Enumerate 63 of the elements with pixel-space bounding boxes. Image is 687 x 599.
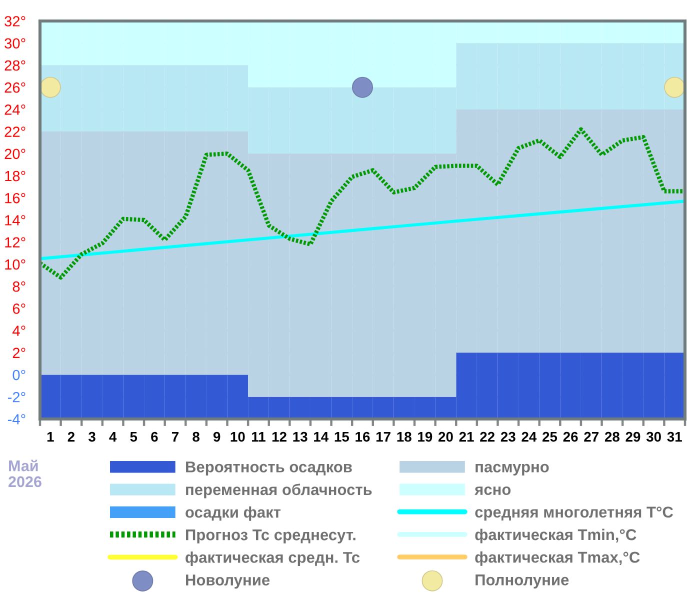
x-tick-label: 5	[130, 432, 138, 442]
x-tick-label: 12	[272, 432, 286, 442]
legend-label: фактическая средн. Тс	[186, 551, 360, 566]
x-tick-label: 19	[418, 432, 432, 442]
x-tick-label: 31	[667, 432, 682, 442]
x-tick-label: 22	[480, 432, 495, 442]
y-tick-label: 28°	[4, 60, 26, 71]
y-tick-label: -4°	[8, 414, 26, 424]
text: Май 2026	[8, 460, 42, 488]
x-tick-label: 11	[252, 432, 266, 442]
x-tick-label: 23	[500, 432, 516, 442]
legend-label: фактическая Tmax,°C	[475, 551, 640, 566]
x-tick-label: 3	[88, 432, 96, 442]
legend-label: Прогноз Тс среднесут.	[186, 529, 356, 544]
x-tick-label: 17	[376, 432, 390, 442]
y-tick-label: 26°	[4, 82, 26, 93]
y-tick-label: 16°	[5, 192, 26, 204]
x-tick-label: 16	[356, 432, 370, 442]
legend-label: средняя многолетняя T°C	[475, 506, 674, 521]
x-tick-label: 18	[397, 432, 412, 442]
y-tick-label: 2°	[12, 348, 26, 358]
legend-label: Новолуние	[186, 574, 270, 589]
x-tick-label: 10	[230, 432, 245, 442]
x-tick-label: 20	[438, 432, 453, 442]
legend-label: осадки факт	[186, 506, 281, 521]
y-tick-label: 8°	[12, 281, 26, 292]
legend-label: ясно	[474, 486, 511, 496]
legend-label: Вероятность осадков	[186, 462, 352, 476]
legend-label: переменная облачность	[186, 484, 372, 498]
y-tick-label: 14°	[5, 215, 26, 226]
x-tick-label: 27	[584, 432, 598, 442]
y-tick-label: 20°	[4, 148, 26, 160]
y-tick-label: 24°	[4, 104, 26, 115]
y-tick-label: 30°	[4, 38, 26, 49]
x-tick-label: 30	[646, 432, 661, 442]
x-tick-label: 9	[213, 432, 220, 442]
y-tick-label: 6°	[12, 304, 26, 314]
x-tick-label: 2	[68, 432, 75, 442]
x-tick-label: 24	[522, 432, 537, 442]
x-tick-label: 28	[604, 432, 620, 442]
x-tick-label: 15	[334, 432, 350, 442]
x-tick-label: 1	[47, 432, 54, 442]
x-tick-label: 21	[459, 432, 474, 442]
x-tick-label: 7	[172, 432, 178, 442]
y-tick-label: 18°	[5, 170, 26, 182]
x-tick-label: 29	[626, 432, 640, 442]
x-tick-label: 26	[563, 432, 578, 442]
y-tick-label: 4°	[12, 326, 26, 336]
y-tick-label: 12°	[5, 237, 26, 248]
x-tick-label: 13	[293, 432, 308, 442]
legend-label: фактическая Tmin,°C	[475, 528, 636, 544]
x-tick-label: 4	[109, 432, 117, 442]
y-tick-label: 10°	[5, 259, 26, 270]
legend-label: пасмурно	[476, 464, 549, 476]
y-tick-label: 32°	[4, 16, 26, 26]
x-tick-label: 25	[542, 432, 558, 442]
x-tick-label: 6	[151, 432, 158, 442]
x-tick-label: 14	[314, 432, 329, 442]
legend-label: Полнолуние	[476, 574, 569, 588]
y-tick-label: -2°	[8, 392, 26, 402]
x-tick-label: 8	[192, 432, 200, 442]
y-tick-label: 0°	[12, 370, 26, 380]
y-tick-label: 22°	[4, 126, 26, 137]
